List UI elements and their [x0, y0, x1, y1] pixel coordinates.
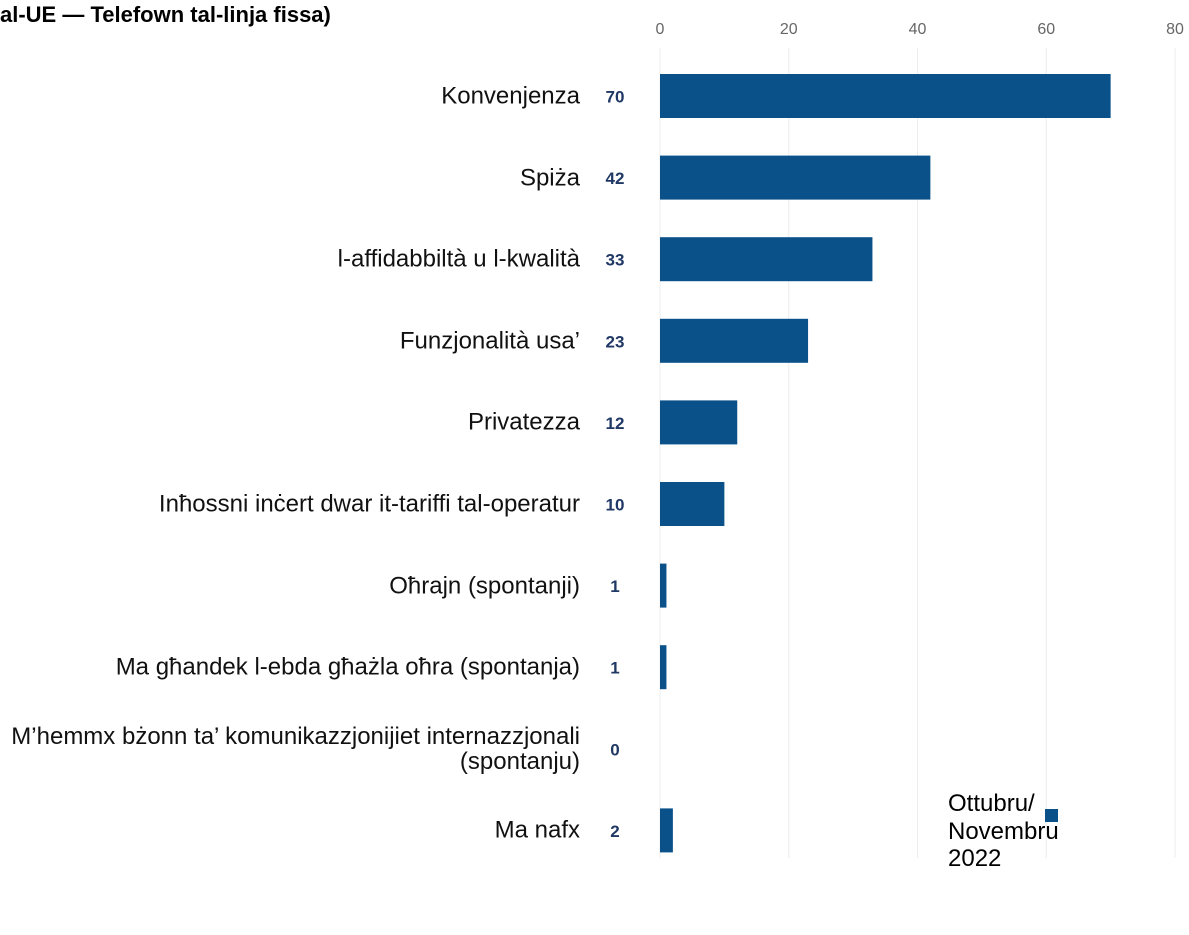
bar	[660, 563, 667, 608]
x-tick-label: 20	[780, 21, 798, 38]
value-label: 0	[610, 740, 619, 759]
value-label: 42	[606, 169, 625, 188]
bar	[660, 645, 667, 690]
x-tick-label: 40	[909, 21, 927, 38]
bar	[660, 74, 1111, 118]
value-label: 2	[610, 822, 619, 841]
bar	[660, 400, 738, 445]
bar	[660, 155, 931, 200]
x-tick-label: 60	[1037, 21, 1055, 38]
y-tick-label: Privatezza	[467, 408, 580, 436]
x-tick-label: 80	[1166, 21, 1184, 38]
value-label: 33	[606, 251, 625, 270]
value-label: 1	[610, 659, 619, 678]
y-tick-label: Konvenjenza	[441, 82, 580, 110]
y-tick-label: Oħrajn (spontanji)	[389, 572, 580, 599]
chart-title: al-UE — Telefown tal-linja fissa)	[0, 2, 331, 27]
y-tick-label: Ma nafx	[494, 816, 580, 844]
value-label: 12	[606, 414, 625, 433]
y-tick-label: Spiża	[519, 164, 580, 191]
y-tick-label: Funzjonalità usa’	[399, 327, 580, 355]
bar	[660, 318, 809, 363]
value-label: 70	[606, 87, 625, 106]
bar	[660, 482, 725, 526]
y-tick-label: l-affidabbiltà u l-kwalità	[337, 245, 580, 273]
y-tick-label: M’hemmx bżonn ta’ komunikazzjonijiet int…	[11, 722, 580, 775]
legend-marker	[1045, 809, 1058, 822]
value-label: 10	[606, 495, 625, 514]
y-tick-label: Inħossni inċert dwar it-tariffi tal-oper…	[158, 490, 580, 518]
y-tick-label: Ma għandek l-ebda għażla oħra (spontanja…	[115, 653, 580, 681]
value-label: 23	[606, 332, 625, 351]
legend-label: Ottubru/ Novembru 2022	[948, 790, 1059, 873]
bar	[660, 237, 873, 282]
value-label: 1	[610, 577, 619, 596]
bar	[660, 808, 673, 853]
x-tick-label: 0	[656, 21, 665, 38]
